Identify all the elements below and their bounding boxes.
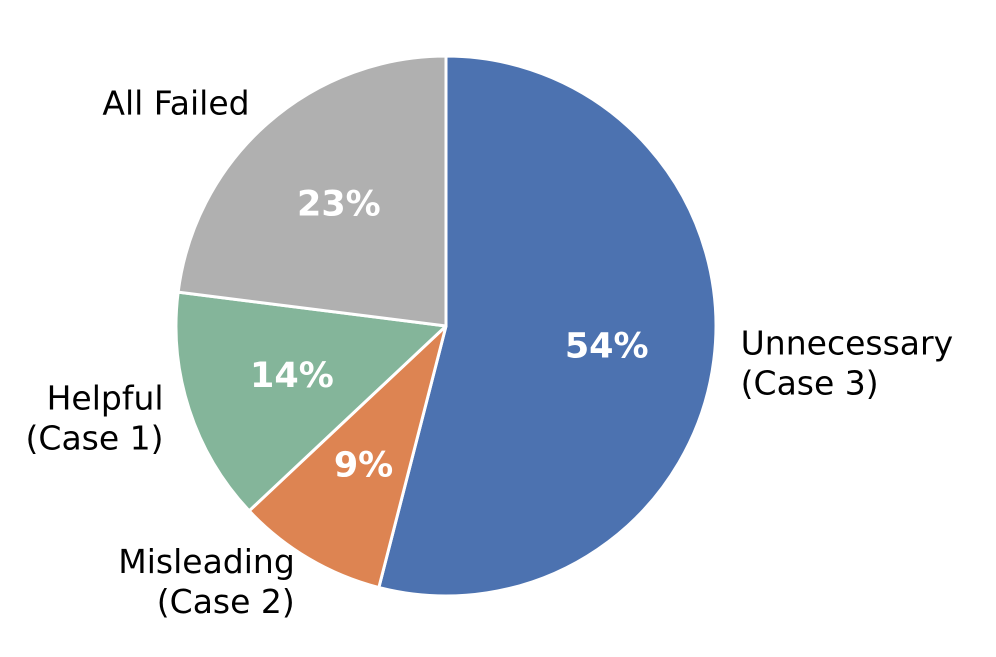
pie-slice-unnecessary — [377, 54, 718, 598]
percent-label-all-failed: 23% — [297, 184, 381, 224]
category-label-unnecessary: Unnecessary — [741, 324, 953, 363]
category-sublabel-unnecessary: (Case 3) — [741, 364, 879, 403]
category-label-helpful: Helpful — [47, 378, 164, 417]
percent-label-misleading: 9% — [334, 445, 393, 485]
pie-slices — [174, 54, 718, 598]
category-label-misleading: Misleading — [118, 542, 295, 581]
pie-slice-helpful — [174, 290, 448, 513]
pie-slice-misleading — [247, 324, 448, 590]
percent-label-unnecessary: 54% — [565, 326, 649, 366]
category-labels: Unnecessary(Case 3) Misleading(Case 2) Hel… — [26, 84, 954, 621]
percentage-labels: 54% 9% 14% 23% — [250, 184, 649, 485]
percent-label-helpful: 14% — [250, 356, 334, 396]
category-sublabel-helpful: (Case 1) — [26, 418, 164, 457]
category-sublabel-misleading: (Case 2) — [157, 582, 295, 621]
category-label-all-failed: All Failed — [102, 84, 249, 123]
pie-slice-all-failed — [176, 54, 448, 328]
